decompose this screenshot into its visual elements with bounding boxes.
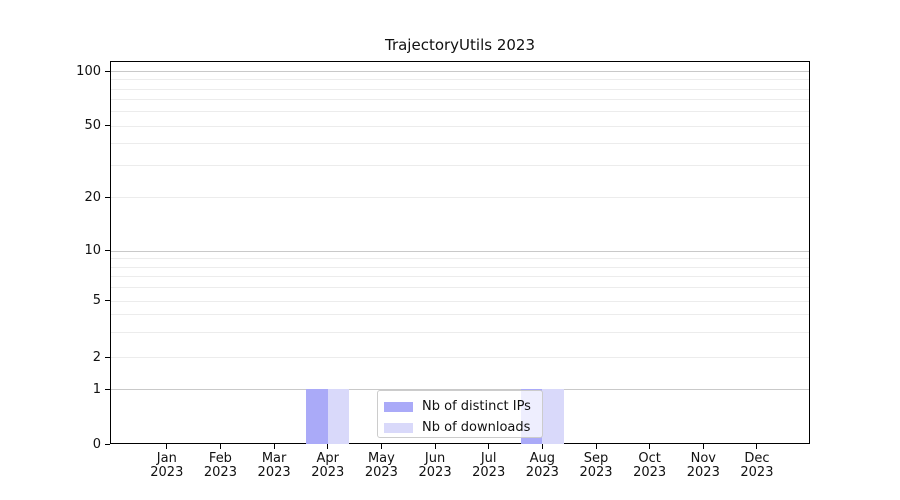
x-tick-label: Dec 2023: [727, 452, 787, 480]
gridline-minor: [111, 331, 809, 333]
legend-label-distinct-ips: Nb of distinct IPs: [422, 399, 531, 414]
legend-swatch-downloads: [384, 422, 413, 433]
x-tick-month: Jul: [480, 451, 497, 466]
y-tick-mark: [105, 443, 110, 445]
x-tick-month: Dec: [744, 451, 770, 466]
x-tick-label: Aug 2023: [512, 452, 572, 480]
gridline-minor: [111, 300, 809, 302]
x-tick-mark: [273, 444, 275, 449]
legend-swatch-distinct-ips: [384, 401, 413, 412]
y-tick-mark: [105, 196, 110, 198]
gridline-minor: [111, 258, 809, 260]
y-tick-label: 50: [84, 118, 101, 133]
x-tick-year: 2023: [633, 465, 667, 480]
x-tick-month: May: [367, 451, 395, 466]
y-tick-label: 1: [92, 381, 101, 397]
x-tick-mark: [541, 444, 543, 449]
y-tick-mark: [105, 356, 110, 358]
x-tick-year: 2023: [686, 465, 720, 480]
x-tick-label: Jan 2023: [137, 452, 197, 480]
x-tick-label: Mar 2023: [244, 452, 304, 480]
x-tick-month: Oct: [638, 451, 661, 466]
legend: Nb of distinct IPs Nb of downloads: [377, 390, 543, 438]
x-tick-year: 2023: [203, 465, 237, 480]
x-tick-mark: [166, 444, 168, 449]
y-tick-mark: [105, 388, 110, 390]
y-tick-label: 100: [76, 63, 101, 79]
y-tick-label: 0: [92, 436, 101, 452]
x-tick-label: Jun 2023: [405, 452, 465, 480]
x-tick-month: Sep: [583, 451, 609, 466]
x-tick-year: 2023: [311, 465, 345, 480]
x-tick-mark: [380, 444, 382, 449]
legend-row: Nb of distinct IPs: [378, 396, 542, 417]
gridline-minor: [111, 125, 809, 127]
y-tick-label: 2: [92, 349, 101, 365]
x-tick-label: Apr 2023: [298, 452, 358, 480]
gridline-minor: [111, 142, 809, 144]
x-tick-label: May 2023: [351, 452, 411, 480]
gridline-minor: [111, 88, 809, 90]
chart-title: TrajectoryUtils 2023: [384, 36, 535, 54]
x-tick-month: Feb: [208, 451, 232, 466]
y-tick-mark: [105, 70, 110, 72]
gridline-minor: [111, 287, 809, 289]
x-tick-mark: [702, 444, 704, 449]
gridline-major: [111, 250, 809, 252]
gridline-minor: [111, 314, 809, 316]
x-tick-month: Apr: [316, 451, 340, 466]
x-tick-mark: [595, 444, 597, 449]
gridline-major: [111, 71, 809, 72]
x-tick-year: 2023: [418, 465, 452, 480]
bar-downloads: [542, 389, 564, 444]
x-tick-mark: [488, 444, 490, 449]
x-tick-mark: [327, 444, 329, 449]
x-tick-label: Oct 2023: [620, 452, 680, 480]
x-tick-month: Mar: [261, 451, 287, 466]
gridline-minor: [111, 79, 809, 81]
x-tick-mark: [219, 444, 221, 449]
y-tick-label: 10: [84, 243, 101, 258]
x-tick-year: 2023: [579, 465, 613, 480]
gridline-minor: [111, 99, 809, 101]
x-tick-label: Sep 2023: [566, 452, 626, 480]
legend-label-downloads: Nb of downloads: [422, 420, 531, 435]
x-tick-mark: [649, 444, 651, 449]
x-tick-mark: [756, 444, 758, 449]
y-tick-mark: [105, 125, 110, 126]
x-tick-mark: [434, 444, 436, 449]
x-tick-year: 2023: [150, 465, 184, 480]
x-tick-year: 2023: [257, 465, 291, 480]
gridline-major: [111, 389, 809, 390]
x-tick-month: Jun: [424, 451, 446, 466]
plot-area: [110, 61, 810, 444]
gridline-minor: [111, 276, 809, 278]
y-tick-mark: [105, 300, 110, 301]
x-tick-label: Feb 2023: [190, 452, 250, 480]
x-tick-label: Jul 2023: [459, 452, 519, 480]
x-tick-year: 2023: [472, 465, 506, 480]
y-tick-label: 5: [92, 293, 101, 308]
legend-row: Nb of downloads: [378, 417, 542, 438]
x-tick-label: Nov 2023: [673, 452, 733, 480]
gridline-minor: [111, 266, 809, 268]
y-tick-label: 20: [84, 189, 101, 205]
gridline-minor: [111, 357, 809, 358]
x-tick-year: 2023: [364, 465, 398, 480]
x-tick-year: 2023: [740, 465, 774, 480]
x-tick-month: Nov: [690, 451, 716, 466]
y-tick-mark: [105, 250, 110, 251]
x-tick-month: Aug: [529, 451, 556, 466]
gridline-minor: [111, 165, 809, 167]
gridline-minor: [111, 111, 809, 113]
bar-distinct-ips: [306, 389, 328, 444]
bar-downloads: [327, 389, 350, 444]
x-tick-month: Jan: [156, 451, 177, 466]
gridline-minor: [111, 197, 809, 198]
x-tick-year: 2023: [525, 465, 559, 480]
